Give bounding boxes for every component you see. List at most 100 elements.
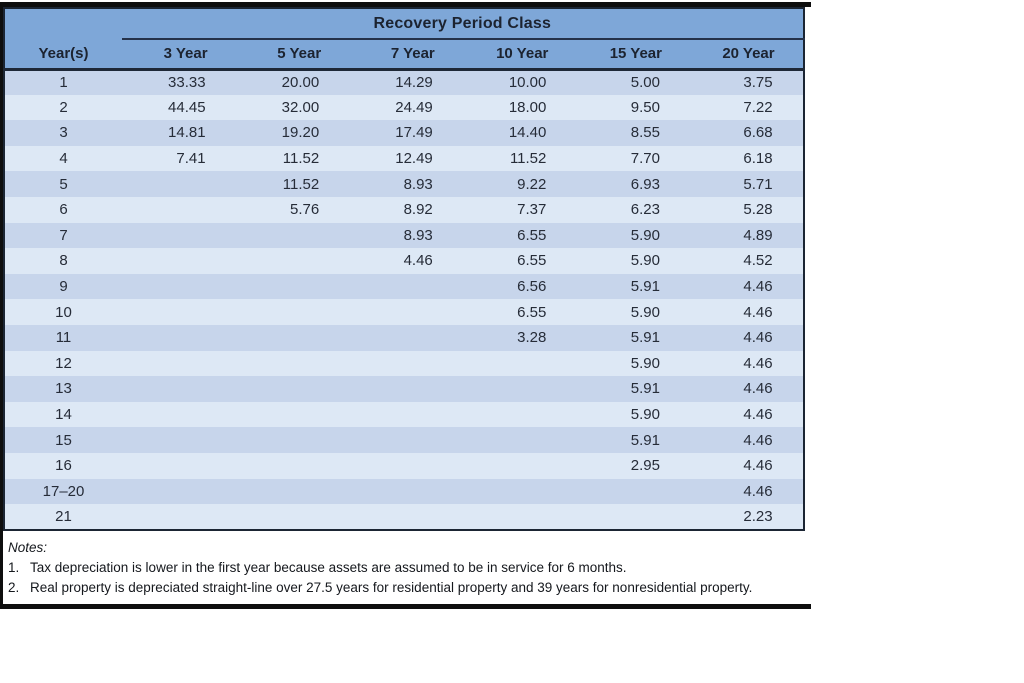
year-cell: 17–20	[4, 478, 122, 505]
value-cell: 7.41	[122, 145, 236, 172]
value-cell	[122, 478, 236, 505]
value-cell: 4.46	[689, 324, 804, 351]
value-cell: 6.56	[462, 273, 577, 300]
value-cell: 20.00	[235, 69, 350, 95]
value-cell	[235, 222, 350, 249]
value-cell: 5.91	[576, 273, 690, 300]
value-cell	[235, 299, 350, 325]
value-cell	[462, 452, 577, 479]
year-cell: 6	[4, 196, 122, 223]
value-cell	[349, 324, 463, 351]
value-cell: 10.00	[462, 69, 577, 95]
value-cell: 4.46	[689, 478, 804, 505]
value-cell: 4.89	[689, 222, 804, 249]
column-header-class: 5 Year	[235, 39, 350, 71]
value-cell: 5.00	[576, 69, 690, 95]
value-cell: 4.46	[349, 248, 463, 274]
value-cell: 44.45	[122, 94, 236, 121]
value-cell	[235, 273, 350, 300]
year-cell: 10	[4, 299, 122, 325]
value-cell: 8.55	[576, 120, 690, 146]
value-cell	[349, 504, 463, 530]
year-cell: 15	[4, 427, 122, 453]
value-cell: 5.91	[576, 376, 690, 402]
table-row: 11 3.28 5.91 4.46	[4, 324, 804, 351]
value-cell	[462, 376, 577, 402]
value-cell: 18.00	[462, 94, 577, 121]
table-body: 1 33.33 20.00 14.29 10.00 5.00 3.75 2 44.45 32.00…	[4, 69, 804, 530]
value-cell	[122, 171, 236, 197]
value-cell: 14.29	[349, 69, 463, 95]
value-cell: 4.46	[689, 273, 804, 300]
year-cell: 14	[4, 401, 122, 428]
value-cell: 4.46	[689, 401, 804, 428]
notes-section: Notes: 1. Tax depreciation is lower in th…	[3, 531, 803, 604]
column-header-class: 20 Year	[689, 39, 804, 71]
value-cell: 3.28	[462, 324, 577, 351]
value-cell	[122, 248, 236, 274]
value-cell	[349, 452, 463, 479]
value-cell	[122, 222, 236, 249]
banner-row: Recovery Period Class	[4, 8, 804, 40]
column-header-years: Year(s)	[4, 39, 122, 71]
year-cell: 16	[4, 452, 122, 479]
value-cell	[235, 478, 350, 505]
column-header-class: 15 Year	[576, 39, 690, 71]
value-cell	[462, 350, 577, 377]
value-cell	[462, 427, 577, 453]
value-cell: 4.46	[689, 427, 804, 453]
value-cell: 11.52	[462, 145, 577, 172]
value-cell	[122, 196, 236, 223]
value-cell	[235, 427, 350, 453]
column-header-class: 10 Year	[462, 39, 577, 71]
value-cell	[349, 478, 463, 505]
value-cell: 2.95	[576, 452, 690, 479]
value-cell: 6.55	[462, 248, 577, 274]
value-cell	[122, 299, 236, 325]
value-cell: 11.52	[235, 145, 350, 172]
year-cell: 12	[4, 350, 122, 377]
table-row: 15 5.91 4.46	[4, 427, 804, 453]
notes-label: Notes:	[8, 539, 48, 555]
value-cell: 5.91	[576, 324, 690, 351]
value-cell: 4.46	[689, 299, 804, 325]
value-cell: 5.76	[235, 196, 350, 223]
value-cell	[122, 376, 236, 402]
value-cell: 6.55	[462, 299, 577, 325]
value-cell: 5.90	[576, 222, 690, 249]
value-cell: 3.75	[689, 69, 804, 95]
table-row: 1 33.33 20.00 14.29 10.00 5.00 3.75	[4, 69, 804, 95]
value-cell	[462, 478, 577, 505]
column-header-class: 7 Year	[349, 39, 463, 71]
table-row: 5 11.52 8.93 9.22 6.93 5.71	[4, 171, 804, 197]
table-row: 7 8.93 6.55 5.90 4.89	[4, 222, 804, 249]
value-cell	[122, 324, 236, 351]
value-cell	[122, 401, 236, 428]
value-cell: 9.50	[576, 94, 690, 121]
year-cell: 7	[4, 222, 122, 249]
table-row: 2 44.45 32.00 24.49 18.00 9.50 7.22	[4, 94, 804, 121]
table-row: 16 2.95 4.46	[4, 452, 804, 479]
note-number: 2.	[8, 579, 20, 595]
value-cell	[462, 401, 577, 428]
year-cell: 9	[4, 273, 122, 300]
value-cell: 8.93	[349, 171, 463, 197]
value-cell	[349, 299, 463, 325]
value-cell	[122, 273, 236, 300]
year-cell: 2	[4, 94, 122, 121]
year-cell: 13	[4, 376, 122, 402]
note-text: Real property is depreciated straight-li…	[30, 579, 753, 595]
table-row: 12 5.90 4.46	[4, 350, 804, 377]
value-cell: 5.90	[576, 248, 690, 274]
value-cell	[235, 452, 350, 479]
value-cell	[235, 248, 350, 274]
value-cell: 19.20	[235, 120, 350, 146]
year-cell: 3	[4, 120, 122, 146]
table-row: 14 5.90 4.46	[4, 401, 804, 428]
value-cell: 11.52	[235, 171, 350, 197]
value-cell: 12.49	[349, 145, 463, 172]
value-cell	[122, 427, 236, 453]
column-header-class: 3 Year	[122, 39, 236, 71]
value-cell: 2.23	[689, 504, 804, 530]
table-row: 9 6.56 5.91 4.46	[4, 273, 804, 300]
